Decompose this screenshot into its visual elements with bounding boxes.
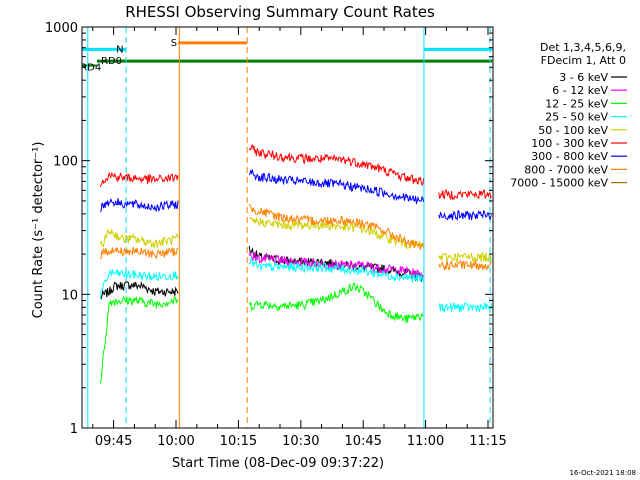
x-axis-label: Start Time (08-Dec-09 09:37:22): [172, 456, 384, 471]
series-line-0: [99, 245, 424, 301]
flag-label-rd0: RD0: [101, 56, 122, 67]
flag-label-n: N: [116, 44, 123, 55]
x-tick-label: 11:15: [469, 434, 506, 449]
footer-timestamp: 16-Oct-2021 18:08: [570, 469, 636, 477]
legend-header-line-2: FDecim 1, Att 0: [541, 54, 626, 67]
plot-frame: [81, 26, 494, 429]
series-line-2: [99, 282, 424, 384]
legend-label-3: 25 - 50 keV: [545, 111, 608, 124]
series-line-1: [248, 252, 424, 279]
chart-title: RHESSI Observing Summary Count Rates: [125, 3, 435, 21]
legend-label-2: 12 - 25 keV: [545, 97, 608, 110]
y-tick-label: 10: [61, 288, 78, 303]
legend: Det 1,3,4,5,6,9, FDecim 1, Att 0 3 - 6 k…: [510, 41, 627, 190]
flag-label-rd4: RD4: [80, 63, 101, 74]
y-tick-label: 100: [53, 155, 78, 170]
legend-label-7: 800 - 7000 keV: [524, 163, 608, 176]
series-line-5: [99, 144, 493, 201]
axes: 1 10 100 1000 09:45 10:00 10:15 10:30 10:45 11:00…: [45, 21, 507, 449]
x-tick-label: 10:30: [282, 434, 319, 449]
x-tick-label: 09:45: [95, 434, 132, 449]
series-line-6: [99, 168, 492, 222]
x-tick-label: 10:15: [220, 434, 257, 449]
legend-label-5: 100 - 300 keV: [531, 137, 608, 150]
series-line-4: [99, 216, 493, 264]
legend-label-8: 7000 - 15000 keV: [510, 177, 608, 190]
legend-label-6: 300 - 800 keV: [531, 150, 608, 163]
y-tick-label: 1: [70, 422, 78, 437]
series-line-7: [99, 203, 492, 272]
x-tick-label: 11:00: [407, 434, 444, 449]
legend-label-1: 6 - 12 keV: [552, 84, 608, 97]
series-line-3: [99, 256, 493, 313]
legend-header-line-1: Det 1,3,4,5,6,9,: [540, 41, 626, 54]
legend-label-0: 3 - 6 keV: [559, 71, 608, 84]
x-tick-label: 10:00: [157, 434, 194, 449]
legend-label-4: 50 - 100 keV: [538, 124, 608, 137]
flag-label-s: S: [171, 38, 177, 49]
y-axis-label: Count Rate (s⁻¹ detector⁻¹): [31, 142, 46, 319]
y-tick-label: 1000: [45, 21, 78, 36]
x-tick-label: 10:45: [344, 434, 381, 449]
